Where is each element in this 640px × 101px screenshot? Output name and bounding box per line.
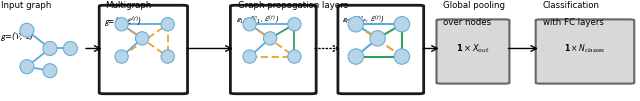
Ellipse shape xyxy=(348,17,364,32)
Ellipse shape xyxy=(243,50,256,63)
Ellipse shape xyxy=(243,18,256,31)
Ellipse shape xyxy=(136,32,148,45)
Ellipse shape xyxy=(370,31,385,46)
Ellipse shape xyxy=(394,17,410,32)
Ellipse shape xyxy=(20,60,34,74)
Text: $\mathcal{g}$=($\mathcal{V}$, $\mathcal{E}$): $\mathcal{g}$=($\mathcal{V}$, $\mathcal{… xyxy=(0,30,34,43)
Text: Input graph: Input graph xyxy=(1,1,52,10)
Text: Classification: Classification xyxy=(543,1,600,10)
Ellipse shape xyxy=(264,32,276,45)
FancyBboxPatch shape xyxy=(338,5,424,94)
Ellipse shape xyxy=(43,64,57,78)
Ellipse shape xyxy=(348,49,364,64)
Ellipse shape xyxy=(115,50,128,63)
Text: $\mathbf{1} \times N_{classes}$: $\mathbf{1} \times N_{classes}$ xyxy=(564,42,605,55)
Ellipse shape xyxy=(20,23,34,37)
Text: Multigraph: Multigraph xyxy=(106,1,152,10)
Ellipse shape xyxy=(161,18,174,31)
Ellipse shape xyxy=(288,50,301,63)
FancyBboxPatch shape xyxy=(230,5,316,94)
FancyBboxPatch shape xyxy=(99,5,188,94)
Text: Graph propagation layers: Graph propagation layers xyxy=(238,1,348,10)
Text: with FC layers: with FC layers xyxy=(543,18,604,27)
Ellipse shape xyxy=(63,42,77,55)
Text: over nodes: over nodes xyxy=(443,18,491,27)
Ellipse shape xyxy=(288,18,301,31)
Ellipse shape xyxy=(43,42,57,55)
Text: $\mathbf{1} \times X_{out}$: $\mathbf{1} \times X_{out}$ xyxy=(456,42,490,55)
Ellipse shape xyxy=(394,49,410,64)
FancyBboxPatch shape xyxy=(536,19,634,84)
Text: $\mathcal{g}_1$=($\mathcal{V}_1$, $\mathcal{E}$$^{(r)}$): $\mathcal{g}_1$=($\mathcal{V}_1$, $\math… xyxy=(236,14,278,26)
Ellipse shape xyxy=(161,50,174,63)
Text: Global pooling: Global pooling xyxy=(443,1,505,10)
FancyBboxPatch shape xyxy=(436,19,509,84)
Ellipse shape xyxy=(115,18,128,31)
Text: $\mathcal{g}_F$=($\mathcal{V}_F$, $\mathcal{E}$$^{(r)}$): $\mathcal{g}_F$=($\mathcal{V}_F$, $\math… xyxy=(342,14,385,26)
Text: $\mathcal{g}$=($\mathcal{V}$, $\mathcal{E}$$^{(r)}$): $\mathcal{g}$=($\mathcal{V}$, $\mathcal{… xyxy=(104,14,141,29)
